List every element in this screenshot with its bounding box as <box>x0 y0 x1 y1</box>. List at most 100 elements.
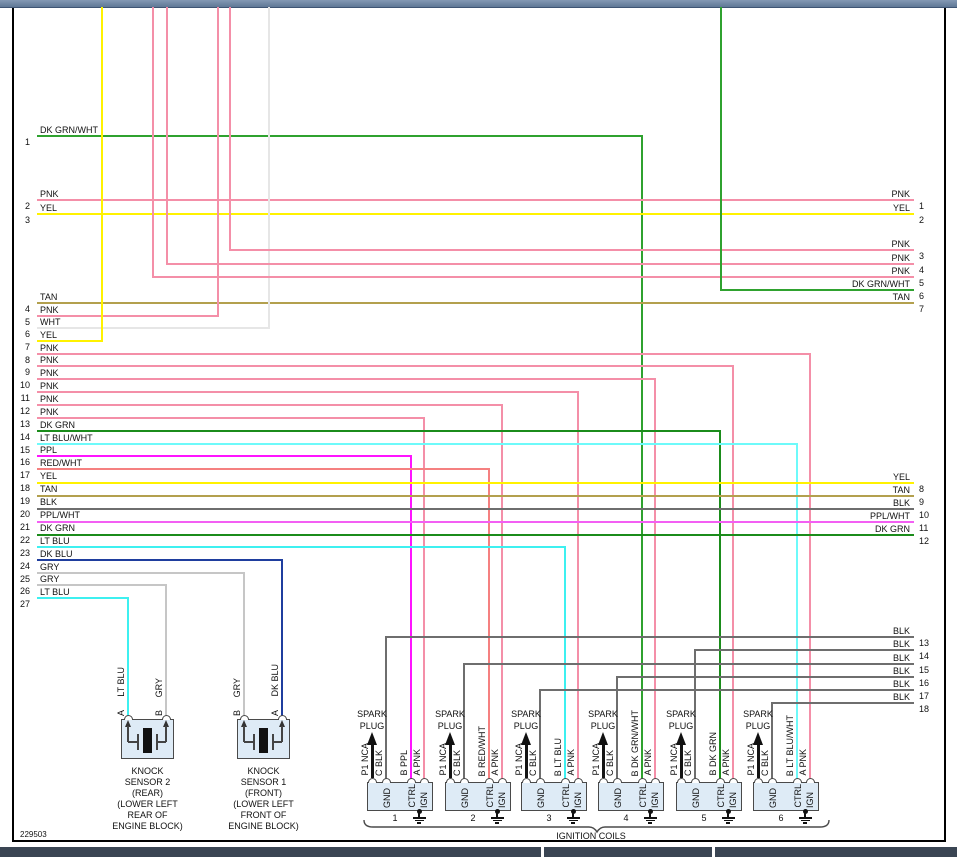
left-pin-number: 21 <box>19 522 30 532</box>
wire-pnk <box>732 365 734 779</box>
coil-terminal-label: IGN <box>497 791 507 808</box>
spark-plug-wire <box>679 744 683 778</box>
wire-blk <box>616 676 618 779</box>
wire-dk-blu <box>37 559 283 561</box>
connector-bump-icon <box>715 777 725 783</box>
arrow-up-icon <box>124 720 131 727</box>
wire-red-wht <box>37 468 490 470</box>
sensor-pin-letter: B <box>154 709 164 716</box>
spark-plug-label: PLUG <box>359 721 385 731</box>
coil-terminal-label: GND <box>613 788 623 808</box>
right-pin-label: YEL <box>892 472 910 482</box>
right-pin-number: 10 <box>919 510 930 520</box>
right-pin-number: 9 <box>919 497 925 507</box>
left-pin-label: YEL <box>40 471 58 481</box>
coil-pin-label: A PNK <box>412 749 422 776</box>
connector-bump-icon <box>753 777 763 783</box>
sensor-pin-letter: A <box>270 709 280 716</box>
connector-bump-icon <box>521 777 531 783</box>
ground-symbol <box>649 813 651 817</box>
spark-plug-label: PLUG <box>513 721 539 731</box>
wire-wht <box>268 7 270 329</box>
left-pin-label: PPL <box>40 445 58 455</box>
left-pin-label: PNK <box>40 394 59 404</box>
sensor-pin-letter: B <box>232 709 242 716</box>
wire-pnk <box>37 404 503 406</box>
coil-pin-label: P1 NCA <box>669 743 679 776</box>
arrow-up-icon <box>278 720 285 727</box>
coil-terminal-label: CTRL <box>716 784 726 808</box>
coil-pin-label: C BLK <box>683 749 693 776</box>
spark-plug-label: PLUG <box>668 721 694 731</box>
right-pin-number: 18 <box>919 704 930 714</box>
spark-plug-wire <box>448 744 452 778</box>
wire-color-label: DK BLU <box>270 664 280 697</box>
wire-color-label: LT BLU <box>116 667 126 697</box>
ignition-coil-box <box>598 782 664 811</box>
ground-symbol <box>804 813 806 817</box>
right-pin-number: 14 <box>919 651 930 661</box>
wire-blk <box>771 702 773 779</box>
left-pin-number: 10 <box>19 380 30 390</box>
coil-pin-label: A PNK <box>798 749 808 776</box>
right-pin-number: 4 <box>919 265 925 275</box>
spark-plug-label: SPARK <box>588 709 618 719</box>
wire-blk <box>37 508 914 510</box>
connector-bump-icon <box>598 777 608 783</box>
coil-terminal-label: CTRL <box>793 784 803 808</box>
wire-ppl-wht <box>37 521 914 523</box>
left-pin-number: 19 <box>19 496 30 506</box>
wire-gry <box>37 572 245 574</box>
ignition-coil-box <box>753 782 819 811</box>
coil-number: 4 <box>623 813 629 823</box>
coil-terminal-label: IGN <box>728 791 738 808</box>
knock-sensor-caption: SENSOR 2 <box>124 777 171 787</box>
diagram-frame-right <box>944 8 946 842</box>
coil-terminal-label: CTRL <box>638 784 648 808</box>
left-pin-number: 5 <box>24 317 30 327</box>
wire-blk <box>694 649 914 651</box>
wire-pnk <box>423 417 425 779</box>
left-pin-number: 20 <box>19 509 30 519</box>
ground-symbol <box>414 819 424 821</box>
coil-number: 5 <box>701 813 707 823</box>
spark-plug-arrow-icon <box>675 732 686 745</box>
left-pin-label: DK BLU <box>40 549 73 559</box>
wire-blk <box>463 663 465 779</box>
knock-sensor-caption: ENGINE BLOCK) <box>112 821 183 831</box>
ground-symbol <box>723 819 733 821</box>
left-pin-label: DK GRN <box>40 523 76 533</box>
right-pin-number: 12 <box>919 536 930 546</box>
left-pin-label: TAN <box>40 484 58 494</box>
knock-sensor-caption: REAR OF <box>127 810 168 820</box>
wire-pnk <box>166 263 914 265</box>
connector-bump-icon <box>484 777 494 783</box>
left-pin-label: GRY <box>40 574 60 584</box>
spark-plug-label: PLUG <box>437 721 463 731</box>
connector-bump-icon <box>792 777 802 783</box>
bottom-window-bar[interactable] <box>0 847 957 857</box>
left-pin-label: LT BLU <box>40 536 70 546</box>
spark-plug-wire <box>370 744 374 778</box>
connector-bump-icon <box>650 777 660 783</box>
ground-symbol <box>721 817 735 819</box>
wire-lt-blu-wht <box>37 443 798 445</box>
ground-symbol <box>803 822 807 824</box>
right-pin-number: 17 <box>919 691 930 701</box>
left-pin-label: GRY <box>40 562 60 572</box>
left-pin-number: 7 <box>24 342 30 352</box>
top-window-bar[interactable] <box>0 0 957 8</box>
ground-symbol <box>496 813 498 817</box>
coil-pin-label: B LT BLU <box>553 737 563 776</box>
wire-pnk <box>809 353 811 779</box>
wire-pnk <box>37 417 425 419</box>
coil-pin-label: C BLK <box>760 749 770 776</box>
wire-ppl <box>37 455 412 457</box>
ground-symbol <box>566 817 580 819</box>
wire-tan <box>37 302 914 304</box>
connector-bump-icon <box>497 777 507 783</box>
spark-plug-wire <box>601 744 605 778</box>
knock-sensor-caption: FRONT OF <box>240 810 287 820</box>
bottom-bar-divider <box>712 847 715 857</box>
left-pin-number: 2 <box>24 201 30 211</box>
